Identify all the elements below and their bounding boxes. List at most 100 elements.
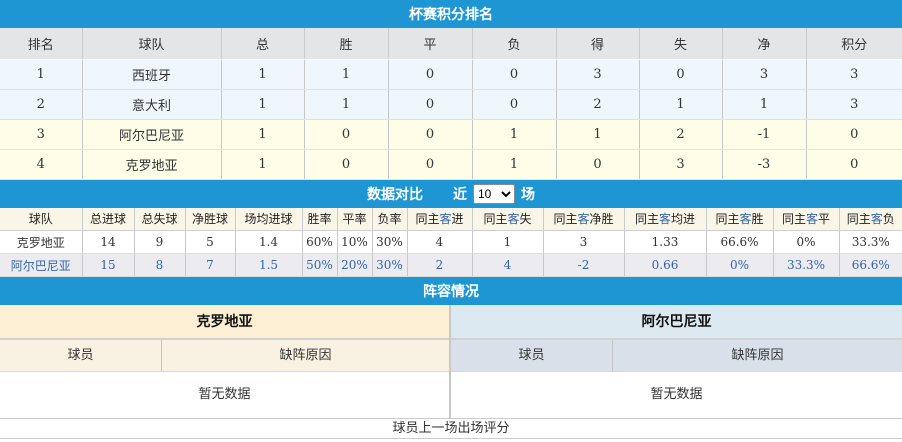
stat-cell: 4 [472, 253, 544, 277]
comparison-section-bar: 数据对比 近 10 场 [0, 179, 902, 208]
stat-cell: 1.5 [235, 253, 303, 277]
stat-cell: 9 [134, 230, 186, 254]
col-draw: 平 [388, 28, 473, 60]
stat-cell: 50% [302, 253, 338, 277]
comparison-title: 数据对比 [367, 185, 423, 202]
points-cell: 3 [806, 59, 902, 90]
recent-label: 近 [453, 185, 467, 202]
player-rating-caption: 球员上一场出场评分 [0, 418, 902, 439]
stat-cell: 66.6% [706, 230, 774, 254]
stat-cell: 14 [82, 230, 135, 254]
standings-title: 杯赛积分排名 [409, 6, 493, 22]
win-cell: 1 [304, 89, 389, 120]
comparison-row: 克罗地亚 14 9 5 1.4 60% 10% 30% 4 1 3 1.33 6… [0, 230, 902, 254]
col-goals-per-game: 场均进球 [235, 207, 303, 231]
rank-cell: 2 [0, 89, 83, 120]
points-cell: 0 [806, 119, 902, 150]
rank-cell: 1 [0, 59, 83, 90]
player-column-header: 球员 [451, 340, 613, 371]
stat-cell: 8 [134, 253, 186, 277]
stat-cell: 10% [337, 230, 373, 254]
total-cell: 1 [221, 59, 305, 90]
team-link[interactable]: 阿尔巴尼亚 [0, 253, 83, 277]
team-link[interactable]: 克罗地亚 [0, 230, 83, 254]
col-team: 球队 [82, 28, 222, 60]
stat-cell: 60% [302, 230, 338, 254]
col-draw-rate: 平率 [337, 207, 373, 231]
col-goals-for: 得 [556, 28, 640, 60]
col-total-goals: 总进球 [82, 207, 135, 231]
col-same-venue-goals: 同主客进 [407, 207, 473, 231]
win-cell: 1 [304, 59, 389, 90]
team-link[interactable]: 西班牙 [82, 59, 222, 90]
team-link[interactable]: 阿尔巴尼亚 [82, 119, 222, 150]
draw-cell: 0 [388, 59, 473, 90]
points-cell: 0 [806, 149, 902, 180]
col-loss: 负 [472, 28, 557, 60]
col-total: 总 [221, 28, 305, 60]
standings-row: 3 阿尔巴尼亚 1 0 0 1 1 2 -1 0 [0, 119, 902, 150]
ga-cell: 1 [639, 89, 723, 120]
col-goal-diff: 净 [722, 28, 807, 60]
standings-section-bar: 杯赛积分排名 [0, 0, 902, 28]
col-rank: 排名 [0, 28, 83, 60]
rank-cell: 3 [0, 119, 83, 150]
col-same-venue-diff: 同主客净胜 [543, 207, 625, 231]
stat-cell: 3 [543, 230, 625, 254]
col-loss-rate: 负率 [372, 207, 408, 231]
win-cell: 0 [304, 149, 389, 180]
recent-matches-select[interactable]: 10 [473, 183, 515, 204]
team-link[interactable]: 克罗地亚 [82, 149, 222, 180]
team-link[interactable]: 意大利 [82, 89, 222, 120]
col-win-rate: 胜率 [302, 207, 338, 231]
lineup-team-name: 克罗地亚 [0, 305, 449, 340]
col-win: 胜 [304, 28, 389, 60]
gf-cell: 2 [556, 89, 640, 120]
absence-reason-column-header: 缺阵原因 [279, 348, 332, 363]
standings-row: 1 西班牙 1 1 0 0 3 0 3 3 [0, 59, 902, 90]
col-goal-diff: 净胜球 [185, 207, 236, 231]
draw-cell: 0 [388, 119, 473, 150]
stat-cell: 4 [407, 230, 473, 254]
points-cell: 3 [806, 89, 902, 120]
total-cell: 1 [221, 149, 305, 180]
ga-cell: 0 [639, 59, 723, 90]
rank-cell: 4 [0, 149, 83, 180]
comparison-row: 阿尔巴尼亚 15 8 7 1.5 50% 20% 30% 2 4 -2 0.66… [0, 253, 902, 277]
gf-cell: 3 [556, 59, 640, 90]
player-column-header: 球员 [0, 340, 162, 371]
lineup-team-name: 阿尔巴尼亚 [451, 305, 902, 340]
col-team: 球队 [0, 207, 83, 231]
col-total-conceded: 总失球 [134, 207, 186, 231]
col-same-venue-win: 同主客胜 [706, 207, 774, 231]
lineup-section-bar: 阵容情况 [0, 277, 902, 305]
stat-cell: 33.3% [839, 230, 902, 254]
matches-label: 场 [521, 185, 535, 202]
draw-cell: 0 [388, 89, 473, 120]
col-same-venue-avg: 同主客均进 [624, 207, 707, 231]
lineup-title: 阵容情况 [423, 283, 479, 299]
stat-cell: 7 [185, 253, 236, 277]
stat-cell: 1.33 [624, 230, 707, 254]
gd-cell: 3 [722, 59, 807, 90]
ga-cell: 3 [639, 149, 723, 180]
stat-cell: 0.66 [624, 253, 707, 277]
total-cell: 1 [221, 119, 305, 150]
gf-cell: 0 [556, 149, 640, 180]
lineup-panels: 克罗地亚 球员 缺阵原因 暂无数据 阿尔巴尼亚 球员 缺阵原因 暂无数据 [0, 305, 902, 418]
stat-cell: 1 [472, 230, 544, 254]
standings-header-row: 排名 球队 总 胜 平 负 得 失 净 积分 [0, 28, 902, 60]
no-data-message: 暂无数据 [451, 372, 902, 418]
ga-cell: 2 [639, 119, 723, 150]
comparison-header-row: 球队 总进球 总失球 净胜球 场均进球 胜率 平率 负率 同主客进 同主客失 同… [0, 207, 902, 231]
stat-cell: 5 [185, 230, 236, 254]
stat-cell: 15 [82, 253, 135, 277]
gf-cell: 1 [556, 119, 640, 150]
gd-cell: 1 [722, 89, 807, 120]
no-data-message: 暂无数据 [0, 372, 449, 418]
stat-cell: 1.4 [235, 230, 303, 254]
stat-cell: 30% [372, 253, 408, 277]
standings-row: 2 意大利 1 1 0 0 2 1 1 3 [0, 89, 902, 120]
win-cell: 0 [304, 119, 389, 150]
